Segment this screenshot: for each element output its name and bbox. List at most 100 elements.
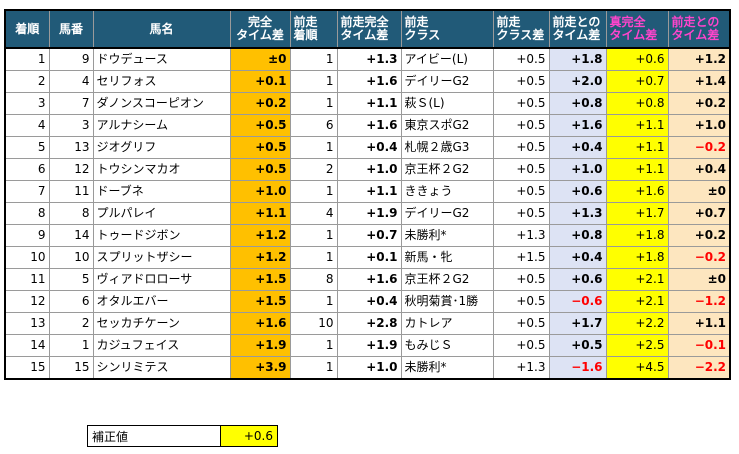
table-row: 3 7 ダノンスコーピオン +0.2 1 +1.1 萩Ｓ(L) +0.5 +0.8 +0.8 +0.… [4,92,731,115]
cell-horse-name: スプリットザシー [92,246,231,269]
header-horse-name: 馬名 [92,9,231,49]
cell-prev-class-diff: +0.5 [492,114,550,137]
cell-horse-number: 13 [48,136,94,159]
correction-box: 補正値 +0.6 [87,425,278,447]
cell-horse-number: 15 [48,356,94,380]
cell-time-diff-vs-prev: +0.8 [548,92,607,115]
cell-full-time-diff: +1.6 [229,312,291,335]
cell-time-diff-vs-prev: −0.6 [548,290,607,313]
cell-rank: 2 [4,70,50,93]
header-true-time-diff-vs-prev: 前走との タイム差 [667,9,731,49]
cell-prev-rank: 1 [289,47,338,71]
cell-full-time-diff: +1.9 [229,334,291,357]
table-row: 1 9 ドウデュース ±0 1 +1.3 アイビー(L) +0.5 +1.8 +0.6 +1.2 [4,47,731,71]
cell-true-time-diff-vs-prev: −0.1 [667,334,731,357]
cell-true-full-time-diff: +1.1 [605,158,669,181]
table-row: 5 13 ジオグリフ +0.5 1 +0.4 札幌２歳G3 +0.5 +0.4 +1.1 −0.2 [4,136,731,159]
table-row: 13 2 セッカチケーン +1.6 10 +2.8 カトレア +0.5 +1.7 +2.2 +1.1 [4,312,731,335]
cell-horse-name: オタルエバー [92,290,231,313]
cell-prev-rank: 1 [289,246,338,269]
cell-prev-rank: 1 [289,136,338,159]
cell-prev-rank: 1 [289,92,338,115]
cell-prev-full-time-diff: +0.4 [336,290,402,313]
cell-prev-full-time-diff: +1.9 [336,334,402,357]
cell-prev-rank: 1 [289,180,338,203]
cell-prev-rank: 2 [289,158,338,181]
header-prev-full-time-diff: 前走完全 タイム差 [336,9,402,49]
cell-prev-class: 未勝利* [400,356,494,380]
cell-true-time-diff-vs-prev: ±0 [667,180,731,203]
cell-prev-full-time-diff: +0.7 [336,224,402,247]
cell-full-time-diff: +0.5 [229,136,291,159]
cell-true-time-diff-vs-prev: +1.2 [667,47,731,71]
cell-horse-name: ヴィアドロローサ [92,268,231,291]
cell-true-full-time-diff: +2.1 [605,290,669,313]
header-prev-class-diff: 前走 クラス差 [492,9,550,49]
cell-horse-name: カジュフェイス [92,334,231,357]
cell-prev-full-time-diff: +1.6 [336,70,402,93]
cell-prev-class-diff: +0.5 [492,334,550,357]
header-prev-class: 前走 クラス [400,9,494,49]
table-row: 11 5 ヴィアドロローサ +1.5 8 +1.6 京王杯２G2 +0.5 +0.6 +2.1 ±0 [4,268,731,291]
cell-true-time-diff-vs-prev: −0.2 [667,246,731,269]
cell-time-diff-vs-prev: +0.8 [548,224,607,247]
cell-true-time-diff-vs-prev: +1.1 [667,312,731,335]
cell-horse-name: ダノンスコーピオン [92,92,231,115]
cell-time-diff-vs-prev: +1.3 [548,202,607,225]
cell-prev-rank: 10 [289,312,338,335]
cell-true-full-time-diff: +2.2 [605,312,669,335]
cell-true-full-time-diff: +0.7 [605,70,669,93]
cell-rank: 8 [4,202,50,225]
cell-time-diff-vs-prev: +0.6 [548,268,607,291]
cell-rank: 11 [4,268,50,291]
cell-full-time-diff: +0.5 [229,158,291,181]
cell-prev-full-time-diff: +1.0 [336,356,402,380]
cell-horse-name: トウシンマカオ [92,158,231,181]
cell-true-time-diff-vs-prev: −2.2 [667,356,731,380]
cell-prev-class-diff: +0.5 [492,92,550,115]
cell-prev-class-diff: +0.5 [492,70,550,93]
cell-true-full-time-diff: +1.8 [605,224,669,247]
cell-prev-rank: 1 [289,224,338,247]
cell-true-full-time-diff: +1.6 [605,180,669,203]
cell-prev-class-diff: +1.5 [492,246,550,269]
cell-horse-name: アルナシーム [92,114,231,137]
cell-horse-number: 1 [48,334,94,357]
cell-prev-class-diff: +0.5 [492,180,550,203]
cell-time-diff-vs-prev: +0.4 [548,136,607,159]
cell-full-time-diff: +0.5 [229,114,291,137]
cell-horse-name: ドーブネ [92,180,231,203]
cell-time-diff-vs-prev: +1.7 [548,312,607,335]
cell-time-diff-vs-prev: +0.5 [548,334,607,357]
cell-prev-class-diff: +0.5 [492,268,550,291]
table-row: 8 8 プルパレイ +1.1 4 +1.9 デイリーG2 +0.5 +1.3 +1.7 +0.7 [4,202,731,225]
cell-horse-number: 10 [48,246,94,269]
cell-full-time-diff: +1.1 [229,202,291,225]
correction-label: 補正値 [87,425,221,447]
cell-true-full-time-diff: +1.7 [605,202,669,225]
cell-prev-class-diff: +0.5 [492,158,550,181]
cell-prev-full-time-diff: +1.3 [336,47,402,71]
cell-rank: 5 [4,136,50,159]
cell-horse-name: トゥードジボン [92,224,231,247]
cell-prev-class-diff: +1.3 [492,356,550,380]
cell-horse-number: 7 [48,92,94,115]
cell-prev-class: 秋明菊賞･1勝 [400,290,494,313]
cell-true-time-diff-vs-prev: −1.2 [667,290,731,313]
cell-horse-name: プルパレイ [92,202,231,225]
cell-rank: 7 [4,180,50,203]
cell-horse-number: 2 [48,312,94,335]
cell-true-full-time-diff: +0.8 [605,92,669,115]
cell-horse-name: ドウデュース [92,47,231,71]
cell-true-full-time-diff: +1.1 [605,114,669,137]
cell-prev-rank: 6 [289,114,338,137]
cell-true-time-diff-vs-prev: +1.4 [667,70,731,93]
cell-horse-name: セッカチケーン [92,312,231,335]
cell-true-time-diff-vs-prev: +1.0 [667,114,731,137]
cell-true-time-diff-vs-prev: ±0 [667,268,731,291]
cell-horse-number: 6 [48,290,94,313]
cell-true-time-diff-vs-prev: +0.2 [667,224,731,247]
cell-time-diff-vs-prev: +1.0 [548,158,607,181]
cell-prev-class: 札幌２歳G3 [400,136,494,159]
cell-rank: 1 [4,47,50,71]
